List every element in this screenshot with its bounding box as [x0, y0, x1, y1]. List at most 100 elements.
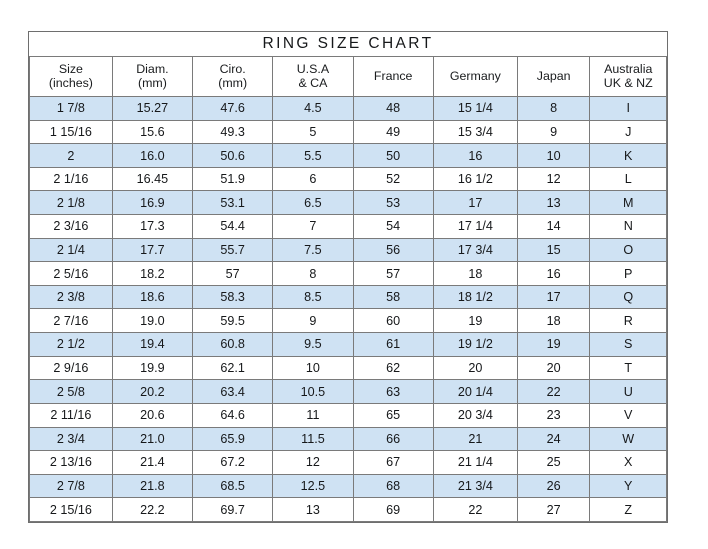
cell-r0-c4: 48 [352, 96, 434, 121]
cell-r15-c2: 67.2 [192, 450, 274, 475]
column-header-line1: Japan [536, 68, 571, 83]
cell-r6-c0: 2 1/4 [29, 237, 113, 263]
cell-r2-c6: 10 [516, 143, 591, 168]
cell-r0-c2: 47.6 [192, 96, 274, 121]
cell-r4-c1: 16.9 [111, 190, 194, 216]
cell-r3-c6: 12 [516, 166, 591, 192]
cell-r7-c6: 16 [516, 261, 591, 286]
cell-r6-c5: 17 3/4 [432, 237, 518, 263]
cell-r5-c6: 14 [516, 214, 591, 239]
cell-r10-c3: 9.5 [272, 332, 354, 357]
cell-r8-c3: 8.5 [272, 284, 354, 310]
cell-r13-c0: 2 11/16 [29, 402, 113, 428]
ring-size-chart: RING SIZE CHART Size (inches) Diam. (mm) Cir… [28, 31, 668, 523]
column-header-1: Diam. (mm) [111, 56, 194, 97]
cell-r1-c5: 15 3/4 [432, 119, 518, 145]
column-header-line2: UK & NZ [603, 75, 653, 90]
cell-r9-c6: 18 [516, 308, 591, 334]
table-row: 2 5/8 20.2 63.4 10.5 63 20 1/4 22 U [29, 379, 667, 404]
cell-r12-c1: 20.2 [111, 379, 194, 404]
cell-r8-c4: 58 [352, 284, 434, 310]
cell-r15-c0: 2 13/16 [29, 450, 113, 475]
cell-r1-c1: 15.6 [111, 119, 194, 145]
cell-r16-c7: Y [589, 473, 667, 499]
cell-r7-c3: 8 [272, 261, 354, 286]
cell-r11-c3: 10 [272, 355, 354, 381]
cell-r9-c5: 19 [432, 308, 518, 334]
cell-r11-c5: 20 [432, 355, 518, 381]
column-header-line1: U.S.A [296, 61, 330, 76]
cell-r6-c6: 15 [516, 237, 591, 263]
column-header-line1: Size [58, 61, 83, 76]
cell-r11-c1: 19.9 [111, 355, 194, 381]
cell-r0-c3: 4.5 [272, 96, 354, 121]
column-header-4: France [352, 56, 434, 97]
cell-r12-c6: 22 [516, 379, 591, 404]
cell-r6-c4: 56 [352, 237, 434, 263]
cell-r10-c6: 19 [516, 332, 591, 357]
cell-r16-c0: 2 7/8 [29, 473, 113, 499]
cell-r1-c4: 49 [352, 119, 434, 145]
cell-r13-c3: 11 [272, 402, 354, 428]
column-header-line1: France [373, 68, 413, 83]
table-row: 1 7/8 15.27 47.6 4.5 48 15 1/4 8 I [29, 96, 667, 121]
cell-r7-c0: 2 5/16 [29, 261, 113, 286]
table-row: 2 16.0 50.6 5.5 50 16 10 K [29, 143, 667, 168]
cell-r13-c7: V [589, 402, 667, 428]
cell-r12-c0: 2 5/8 [29, 379, 113, 404]
cell-r14-c6: 24 [516, 426, 591, 452]
cell-r5-c7: N [589, 214, 667, 239]
column-header-line2: & CA [298, 75, 328, 90]
cell-r5-c2: 54.4 [192, 214, 274, 239]
cell-r12-c3: 10.5 [272, 379, 354, 404]
table-header: RING SIZE CHART Size (inches) Diam. (mm) Cir… [29, 32, 667, 97]
cell-r6-c1: 17.7 [111, 237, 194, 263]
cell-r17-c0: 2 15/16 [29, 497, 113, 522]
table-row: 2 7/16 19.0 59.5 9 60 19 18 R [29, 308, 667, 334]
cell-r10-c7: S [589, 332, 667, 357]
cell-r17-c1: 22.2 [111, 497, 194, 522]
title-row: RING SIZE CHART [29, 32, 667, 57]
cell-r8-c7: Q [589, 284, 667, 310]
cell-r3-c0: 2 1/16 [29, 166, 113, 192]
cell-r7-c7: P [589, 261, 667, 286]
cell-r15-c5: 21 1/4 [432, 450, 518, 475]
cell-r2-c5: 16 [432, 143, 518, 168]
cell-r2-c4: 50 [352, 143, 434, 168]
cell-r13-c6: 23 [516, 402, 591, 428]
cell-r0-c5: 15 1/4 [432, 96, 518, 121]
cell-r3-c4: 52 [352, 166, 434, 192]
cell-r14-c4: 66 [352, 426, 434, 452]
cell-r1-c3: 5 [272, 119, 354, 145]
cell-r7-c2: 57 [192, 261, 274, 286]
cell-r16-c2: 68.5 [192, 473, 274, 499]
cell-r11-c7: T [589, 355, 667, 381]
cell-r12-c5: 20 1/4 [432, 379, 518, 404]
cell-r1-c6: 9 [516, 119, 591, 145]
cell-r8-c6: 17 [516, 284, 591, 310]
cell-r12-c7: U [589, 379, 667, 404]
cell-r3-c1: 16.45 [111, 166, 194, 192]
cell-r15-c6: 25 [516, 450, 591, 475]
cell-r13-c1: 20.6 [111, 402, 194, 428]
cell-r8-c5: 18 1/2 [432, 284, 518, 310]
table-row: 1 15/16 15.6 49.3 5 49 15 3/4 9 J [29, 119, 667, 145]
cell-r17-c3: 13 [272, 497, 354, 522]
cell-r10-c5: 19 1/2 [432, 332, 518, 357]
cell-r0-c7: I [589, 96, 667, 121]
cell-r15-c3: 12 [272, 450, 354, 475]
cell-r3-c7: L [589, 166, 667, 192]
column-header-row: Size (inches) Diam. (mm) Ciro. (mm) U.S.A & CA F… [29, 56, 667, 97]
table-row: 2 15/16 22.2 69.7 13 69 22 27 Z [29, 497, 667, 522]
cell-r16-c3: 12.5 [272, 473, 354, 499]
cell-r0-c1: 15.27 [111, 96, 194, 121]
cell-r1-c0: 1 15/16 [29, 119, 113, 145]
column-header-3: U.S.A & CA [272, 56, 354, 97]
cell-r2-c1: 16.0 [111, 143, 194, 168]
column-header-line1: Diam. [136, 61, 169, 76]
cell-r17-c5: 22 [432, 497, 518, 522]
cell-r9-c4: 60 [352, 308, 434, 334]
cell-r4-c7: M [589, 190, 667, 216]
column-header-6: Japan [516, 56, 591, 97]
